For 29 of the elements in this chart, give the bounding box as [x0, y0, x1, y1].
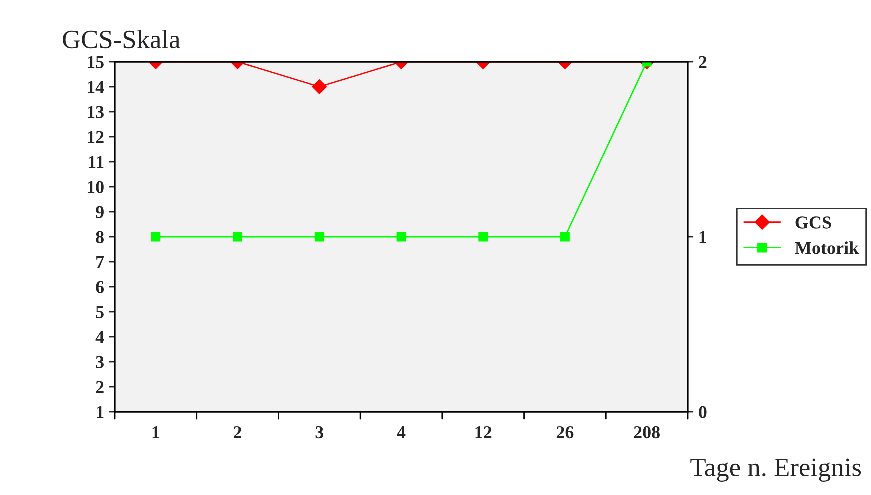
y-tick-label: 3: [96, 356, 104, 368]
y-tick-label: 7: [96, 256, 104, 268]
y-tick-label: 11: [88, 156, 104, 168]
y-tick-label: 10: [88, 181, 104, 194]
y-tick-label: 15: [88, 56, 104, 68]
y-tick-label: 9: [96, 206, 104, 218]
x-tick-label: 3: [316, 426, 324, 439]
x-tick-label: 208: [634, 426, 660, 439]
x-tick-label: 2: [234, 426, 242, 438]
x-tick-label: 12: [476, 426, 492, 438]
y-tick-label: 1: [97, 406, 104, 418]
y-tick-label: 4: [96, 331, 104, 344]
legend-label: GCS: [796, 216, 832, 229]
x-axis-title: Tage n. Ereignis: [690, 458, 862, 482]
y-tick-label: 12: [88, 131, 104, 144]
x-tick-label: 4: [397, 426, 406, 438]
y-tick-label: 14: [88, 81, 104, 94]
y2-tick-label: 0: [699, 406, 707, 418]
y-tick-label: 5: [96, 306, 104, 318]
y2-tick-label: 2: [699, 56, 707, 68]
x-tick-label: 26: [556, 426, 574, 439]
legend-label: Motorik: [795, 242, 860, 254]
y2-tick-label: 1: [700, 231, 707, 244]
y-tick-label: 13: [88, 106, 104, 118]
y-tick-label: 2: [96, 381, 104, 394]
y-tick-label: 6: [96, 281, 104, 294]
x-tick-label: 1: [152, 426, 160, 438]
y-tick-label: 8: [96, 231, 104, 244]
y-axis-title: GCS-Skala: [63, 30, 180, 49]
